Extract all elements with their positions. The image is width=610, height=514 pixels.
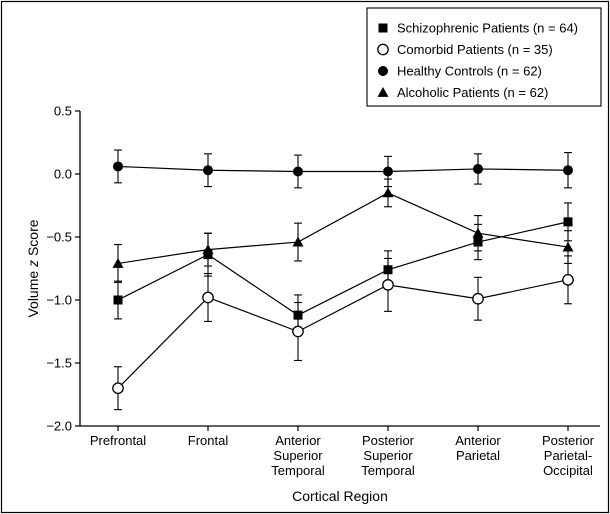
y-axis-title-part: Score [25,219,41,260]
x-tick-label: Prefrontal [90,433,146,448]
data-point [472,292,484,305]
legend-label: Alcoholic Patients (n = 62) [397,85,548,100]
data-point [293,166,303,177]
data-point [562,241,574,252]
legend-label: Comorbid Patients (n = 35) [397,42,553,57]
plot-area [112,149,574,411]
y-tick-label: −2.0 [46,419,72,434]
y-tick-label: −1.5 [46,356,72,371]
x-tick-label-line: Parietal [456,448,500,463]
x-tick-label-line: Anterior [275,433,321,448]
legend-label: Healthy Controls (n = 62) [397,64,542,79]
data-point [472,227,484,238]
y-tick-label: −1.0 [46,293,72,308]
x-tick-label-line: Temporal [361,463,415,478]
x-tick-label-line: Temporal [271,463,325,478]
legend-box [366,7,602,107]
data-point [563,165,573,176]
data-point [202,244,214,254]
data-point [292,325,304,338]
series-square [113,202,573,336]
series-line [117,279,569,389]
data-point [382,187,394,198]
data-point [563,217,573,227]
series-line [117,221,569,316]
data-point [562,273,574,286]
series-line [117,165,569,173]
legend-label: Schizophrenic Patients (n = 64) [397,21,578,36]
x-tick-label-line: Superior [273,448,323,463]
legend: Schizophrenic Patients (n = 64) Comorbid … [366,7,602,107]
axes: 0.5 0.0 −0.5 −1.0 −1.5 −2.0 Prefrontal Frontal A… [25,104,600,504]
y-tick-label: 0.0 [54,167,72,182]
legend-marker [377,87,389,97]
data-point [112,257,124,268]
legend-marker [378,66,388,76]
x-axis-title: Cortical Region [292,488,388,504]
legend-marker [378,23,388,33]
x-tick-label-line: Posterior [362,433,415,448]
data-point [113,161,123,172]
y-tick-label: −0.5 [46,230,72,245]
x-tick-label: Anterior Parietal [455,433,501,463]
x-tick-label: Frontal [188,433,229,448]
x-tick-label: Posterior Superior Temporal [361,433,415,478]
series-triangle [112,178,574,283]
x-tick-label-line: Superior [363,448,413,463]
y-axis-title: Volume z Score [25,219,41,317]
x-tick-label-line: Prefrontal [90,433,146,448]
x-tick-label-line: Posterior [542,433,595,448]
data-point [382,279,394,291]
x-tick-label: Posterior Parietal-Occipital [542,433,595,478]
data-point [203,165,213,176]
data-point [383,166,393,177]
y-axis-title-part: z [25,260,41,268]
data-point [473,163,483,174]
y-tick-label: 0.5 [54,104,72,119]
series-line [117,192,569,265]
x-tick-label-line: Frontal [188,433,229,448]
series-circle [113,149,573,189]
data-point [202,291,214,304]
y-axis-title-part: Volume [25,267,41,318]
legend-marker [377,43,389,56]
x-tick-label-line: Occipital [543,463,593,478]
data-point [292,236,304,247]
x-tick-label: Anterior Superior Temporal [271,433,325,478]
x-tick-label-line: Anterior [455,433,501,448]
data-point [112,382,124,395]
x-tick-label-line: Parietal- [544,448,592,463]
data-point [113,295,123,305]
series-open-circle [112,255,574,411]
